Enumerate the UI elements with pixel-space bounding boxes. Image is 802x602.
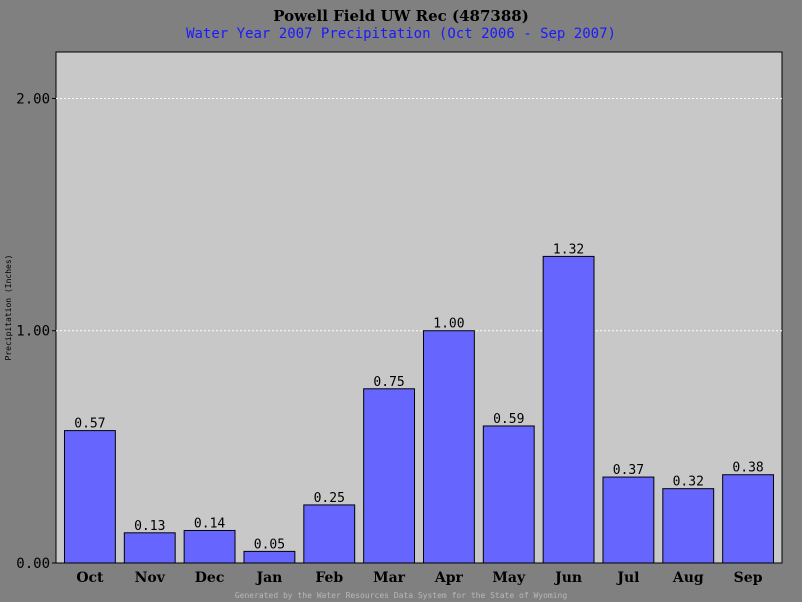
bar-value-label: 0.14 (194, 516, 225, 531)
x-tick-label: Feb (315, 570, 343, 586)
bar-value-label: 0.38 (732, 461, 763, 476)
bar-value-label: 0.05 (254, 537, 285, 552)
bar-value-label: 1.00 (433, 317, 464, 332)
x-tick-label: Jun (553, 570, 582, 586)
bar-apr (422, 330, 475, 564)
bar-value-label: 0.75 (373, 375, 404, 390)
bar-nov (123, 532, 176, 564)
bar-sep (722, 474, 775, 564)
y-axis: 0.00 1.00 2.00 (16, 91, 56, 572)
bar-mar (363, 388, 416, 564)
x-tick-label: May (492, 570, 526, 586)
y-tick-label: 2.00 (16, 91, 50, 107)
x-tick-label: Mar (373, 570, 406, 586)
bar-may (482, 425, 535, 564)
y-tick-label: 1.00 (16, 324, 50, 340)
x-axis: Oct Nov Dec Jan Feb Mar Apr May Jun Jul Aug Sep (76, 570, 762, 586)
chart-subtitle: Water Year 2007 Precipitation (Oct 2006 … (186, 26, 616, 42)
x-tick-label: Dec (195, 570, 225, 586)
x-tick-label: Jul (615, 570, 639, 586)
bar-value-label: 0.59 (493, 412, 524, 427)
bar-value-label: 0.13 (134, 519, 165, 534)
bar-feb (303, 504, 356, 564)
bar-value-label: 0.25 (314, 491, 345, 506)
bar-value-label: 1.32 (553, 242, 584, 257)
value-labels: 0.57 0.13 0.14 0.05 0.25 0.75 1.00 0.59 1.32 0.37… (74, 242, 763, 552)
bar-oct (63, 430, 116, 564)
footer-credit: Generated by the Water Resources Data Sy… (235, 591, 568, 600)
bar-jul (602, 476, 655, 564)
bars (63, 255, 775, 564)
bar-aug (662, 488, 715, 564)
x-tick-label: Aug (672, 570, 704, 586)
bar-jun (542, 255, 595, 564)
plot-area (55, 51, 783, 564)
y-axis-label: Precipitation (Inches) (4, 255, 13, 361)
x-tick-label: Oct (76, 570, 104, 586)
bar-value-label: 0.37 (613, 463, 644, 478)
bar-value-label: 0.57 (74, 417, 105, 432)
x-tick-label: Sep (734, 570, 763, 586)
x-tick-label: Nov (135, 570, 166, 586)
x-tick-label: Apr (434, 570, 464, 586)
gridlines (56, 97, 782, 332)
y-tick-label: 0.00 (16, 556, 50, 572)
bar-dec (183, 529, 236, 564)
x-tick-label: Jan (254, 570, 282, 586)
chart-title: Powell Field UW Rec (487388) (273, 7, 529, 25)
bar-jan (243, 550, 296, 564)
bar-value-label: 0.32 (673, 475, 704, 490)
